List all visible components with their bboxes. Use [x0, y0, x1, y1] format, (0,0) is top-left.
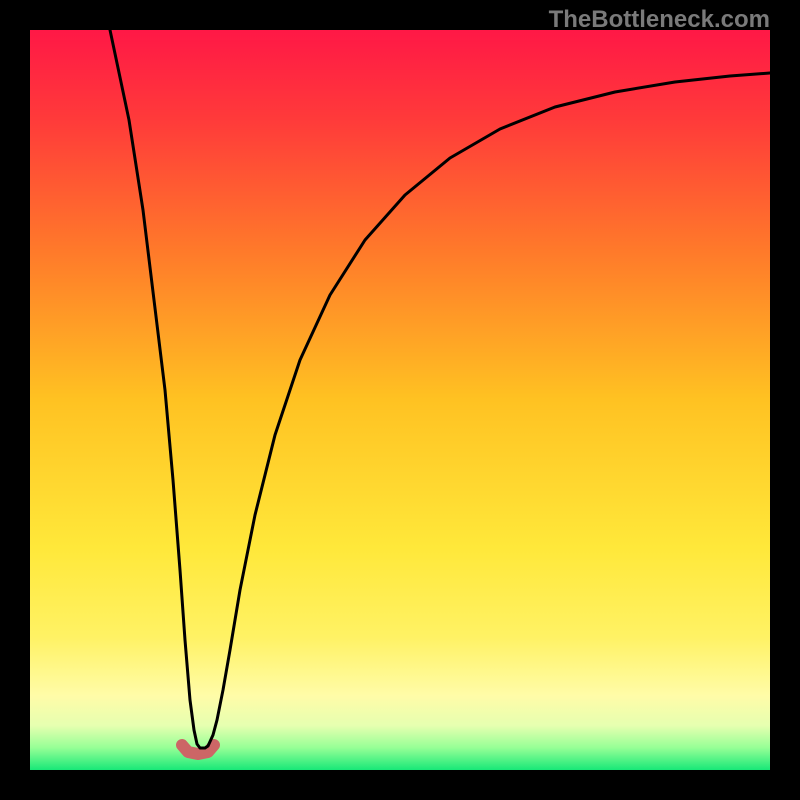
chart-frame: TheBottleneck.com — [0, 0, 800, 800]
plot-area — [30, 30, 770, 770]
plot-svg — [30, 30, 770, 770]
watermark-text: TheBottleneck.com — [549, 6, 770, 34]
gradient-background — [30, 30, 770, 770]
